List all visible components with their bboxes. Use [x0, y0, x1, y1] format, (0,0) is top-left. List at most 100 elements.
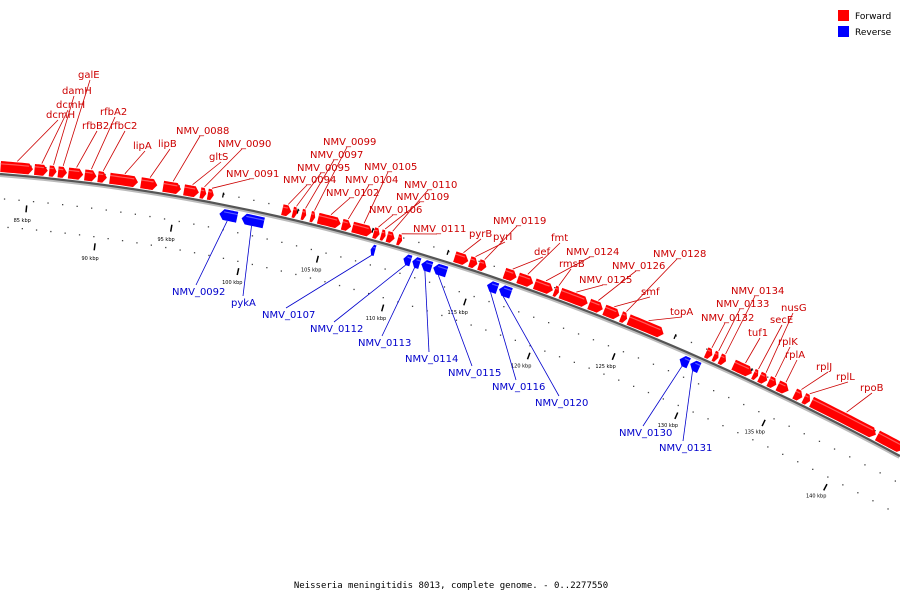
leader-line [288, 184, 308, 205]
scale-dot [872, 500, 874, 502]
scale-dot [382, 297, 384, 299]
scale-tick-label: 115 kbp [448, 310, 468, 316]
gene-arrow [403, 254, 413, 267]
scale-dot [418, 241, 420, 244]
scale-dot [713, 390, 715, 392]
gene-arrow-highlight [605, 306, 617, 313]
gene-label: NMV_0134 [731, 286, 784, 297]
gene-arrow-highlight [381, 231, 385, 234]
scale-dot [369, 264, 371, 266]
scale-dot [603, 373, 605, 375]
gene-label: dcmH [56, 100, 85, 111]
gene-label: NMV_0110 [404, 180, 457, 191]
gene-arrow [433, 263, 449, 278]
gene-label: lipB [158, 139, 177, 150]
minor-tick [221, 192, 225, 198]
leader-line [484, 225, 518, 260]
gene-arrow [309, 211, 316, 223]
scale-tick [380, 304, 385, 312]
legend: Forward Reverse [838, 10, 892, 38]
scale-dot [652, 363, 655, 365]
gene-arrow-highlight [503, 287, 513, 292]
gene-label: tuf1 [748, 328, 768, 339]
leader-line [718, 308, 741, 352]
leader-line [801, 371, 829, 390]
gene-arrow-highlight [311, 213, 314, 215]
gene-arrow [316, 212, 341, 229]
scale-dot [887, 508, 889, 510]
gene-arrow-highlight [778, 382, 786, 387]
leader-line [242, 225, 252, 297]
gene-arrow-highlight [223, 211, 238, 216]
gene-arrow [602, 304, 620, 320]
gene-arrow [757, 371, 768, 384]
gene-arrow [385, 231, 395, 243]
scale-dot [544, 350, 546, 352]
scale-dot [266, 267, 268, 269]
leader-line [846, 392, 873, 413]
scale-dot [295, 245, 298, 247]
minor-tick [446, 249, 450, 255]
scale-tick [823, 483, 828, 491]
gene-arrow-highlight [438, 265, 448, 270]
scale-dot [728, 396, 730, 399]
scale-dot [309, 277, 312, 279]
leader-line [330, 197, 351, 216]
scale-dot [667, 370, 670, 372]
minor-tick [673, 334, 677, 340]
scale-dot [193, 223, 195, 225]
gene-arrow [626, 314, 664, 338]
gene-label: pyrI [493, 232, 512, 243]
leader-line [195, 220, 228, 286]
scale-dot [803, 433, 805, 435]
scale-dot [441, 314, 443, 317]
gene-arrow-highlight [416, 259, 421, 262]
leader-line [502, 296, 560, 397]
leader-line [285, 255, 372, 309]
scale-dot [690, 341, 693, 344]
scale-dot [752, 439, 754, 441]
gene-arrow-highlight [68, 169, 80, 173]
gene-arrow [468, 256, 478, 269]
gene-arrow-highlight [684, 358, 691, 362]
leader-line [363, 171, 389, 224]
gene-label: NMV_0125 [579, 275, 632, 286]
leader-line [614, 296, 651, 308]
scale-dot [827, 476, 829, 478]
gene-label: rpoB [860, 383, 884, 394]
gene-label: NMV_0105 [364, 162, 417, 173]
scale-tick [25, 205, 28, 213]
legend-reverse-label: Reverse [855, 28, 892, 38]
gene-arrow-highlight [163, 182, 178, 187]
scale-dot [414, 277, 416, 279]
scale-dot [503, 306, 505, 308]
scale-dot [607, 345, 610, 347]
scale-tick [169, 224, 173, 232]
scale-dot [50, 230, 52, 233]
gene-label: fmt [551, 233, 568, 244]
gene-features [0, 161, 900, 452]
scale-dot [488, 300, 490, 303]
gene-arrow [731, 359, 752, 377]
scale-dot [751, 369, 754, 371]
gene-arrow [477, 259, 487, 272]
gene-label: rplL [836, 372, 855, 383]
gene-arrow [34, 164, 48, 176]
scale-dot [338, 284, 341, 287]
scale-dot [163, 218, 166, 220]
backbone-line [0, 172, 900, 457]
scale-dot [514, 339, 516, 341]
leader-line [626, 258, 678, 312]
gene-arrow-highlight [407, 256, 412, 259]
gene-label: NMV_0107 [262, 310, 315, 321]
gene-arrow [516, 272, 534, 287]
scale-dot [493, 265, 495, 267]
gene-arrow-highlight [795, 390, 801, 394]
leader-line [725, 295, 756, 355]
scale-dot [743, 403, 745, 406]
scale-tick-label: 130 kbp [658, 423, 678, 429]
scale-dot [554, 287, 556, 289]
gene-label: NMV_0113 [358, 338, 411, 349]
scale-dot [62, 204, 64, 206]
gene-arrow-highlight [734, 361, 750, 370]
